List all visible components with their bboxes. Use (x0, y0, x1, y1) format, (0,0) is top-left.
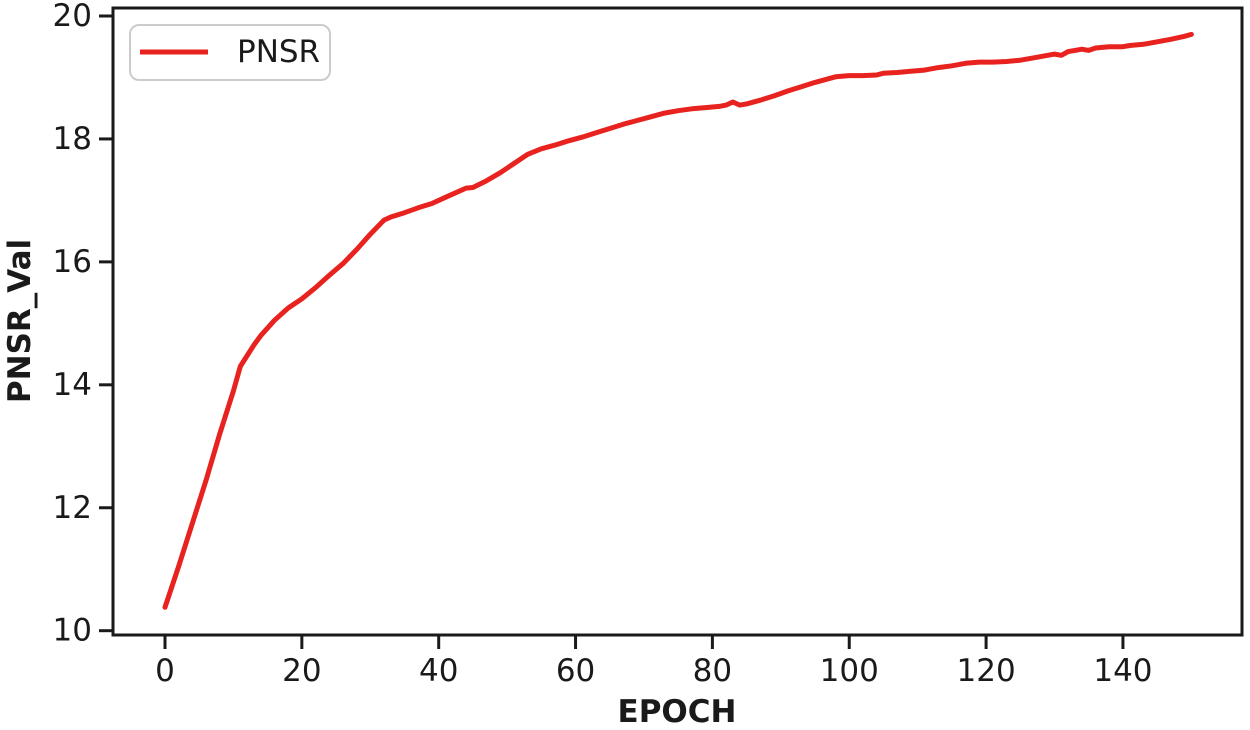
axis-ticks: 0 20 40 60 80 100 120 140 10 12 14 16 18 20 (53, 0, 1153, 689)
x-tick-label: 80 (693, 653, 732, 689)
x-tick-label: 40 (419, 653, 458, 689)
y-tick-label: 20 (53, 0, 92, 34)
legend-label: PNSR (237, 34, 320, 70)
legend-box (129, 24, 331, 81)
x-tick-label: 100 (820, 653, 879, 689)
y-tick-label: 16 (53, 244, 92, 280)
x-tick-label: 140 (1093, 653, 1152, 689)
x-tick-label: 120 (957, 653, 1016, 689)
x-tick-label: 20 (282, 653, 321, 689)
pnsr-curve (162, 31, 1194, 610)
legend[interactable]: PNSR (129, 24, 331, 81)
x-axis-title: EPOCH (618, 694, 737, 730)
x-tick-label: 0 (155, 653, 175, 689)
data-series (162, 31, 1194, 610)
y-tick-label: 18 (53, 121, 92, 157)
y-tick-label: 10 (53, 613, 92, 649)
y-tick-label: 12 (53, 490, 92, 526)
plot-frame (111, 6, 1244, 637)
x-tick-label: 60 (556, 653, 595, 689)
y-tick-label: 14 (53, 367, 92, 403)
y-axis-title: PNSR_Val (2, 239, 38, 403)
